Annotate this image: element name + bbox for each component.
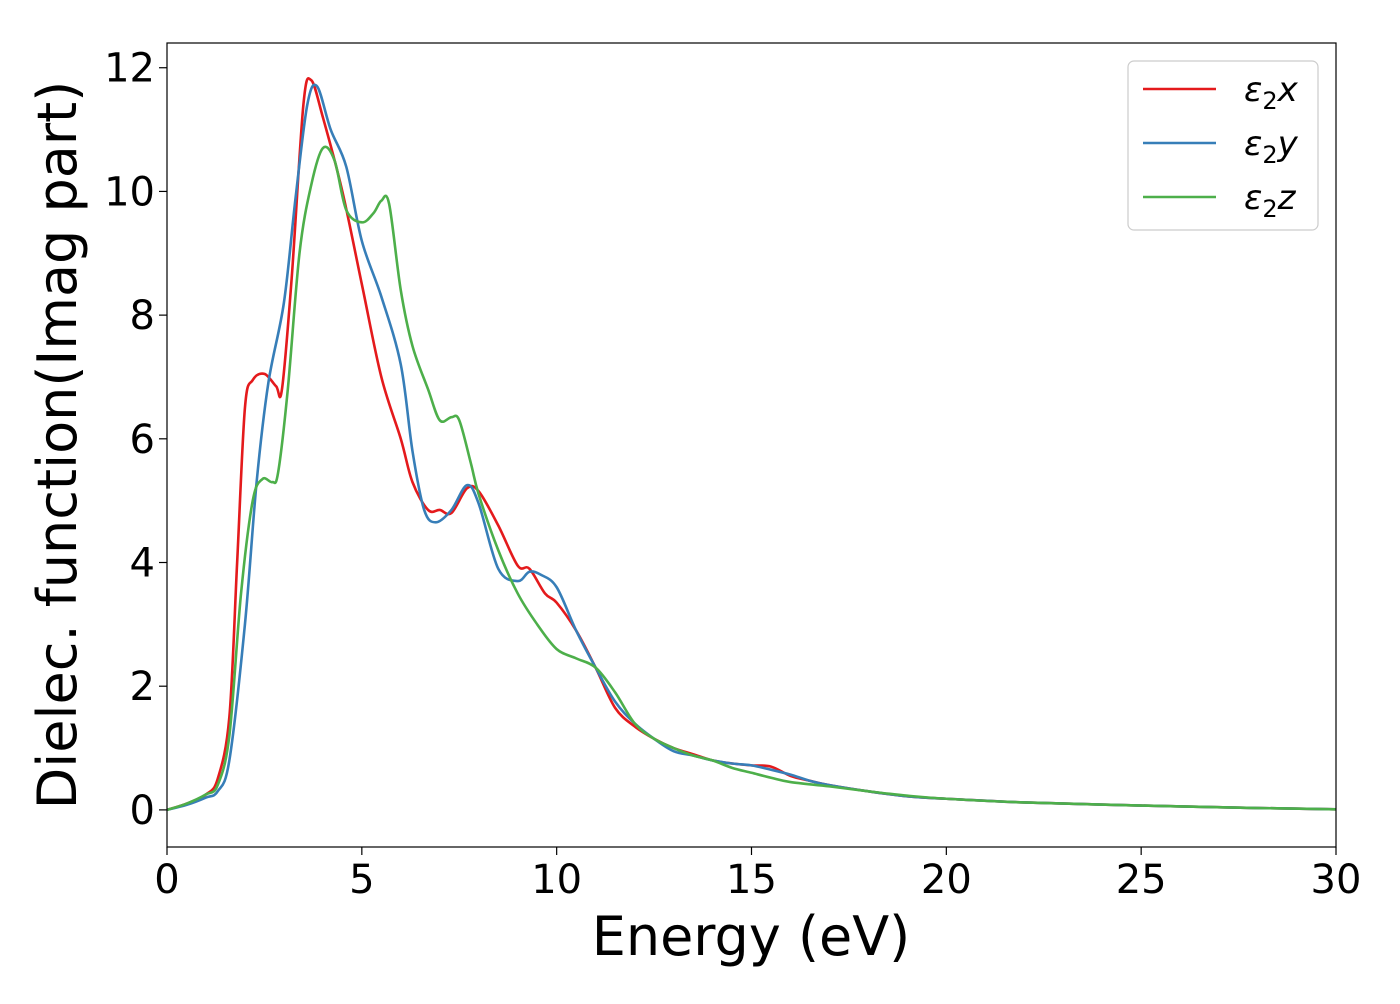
series-layer <box>167 77 1336 812</box>
x-tick-label: 5 <box>349 857 374 903</box>
x-tick-label: 15 <box>726 857 777 903</box>
x-tick-label: 20 <box>921 857 972 903</box>
x-tick-label: 25 <box>1116 857 1167 903</box>
y-tick-label: 6 <box>130 417 155 463</box>
y-tick-label: 4 <box>130 541 155 587</box>
legend-label-y: ε2y <box>1244 124 1299 169</box>
x-tick-label: 0 <box>154 857 179 903</box>
y-tick-label: 2 <box>130 664 155 710</box>
legend-label-z: ε2z <box>1244 178 1297 223</box>
y-tick-label: 10 <box>104 169 155 215</box>
legend-box <box>1127 60 1319 231</box>
x-tick-label: 30 <box>1311 857 1362 903</box>
series-line-z <box>167 145 1336 812</box>
series-line-y <box>167 83 1336 812</box>
x-axis-ticks: 0 5 10 15 20 25 30 <box>154 847 1361 903</box>
y-tick-label: 8 <box>130 293 155 339</box>
x-axis-label: Energy (eV) <box>592 905 911 968</box>
y-tick-label: 0 <box>130 788 155 834</box>
y-tick-label: 12 <box>104 46 155 92</box>
y-axis-label: Dielec. function(Imag part) <box>26 81 89 810</box>
legend-label-x: ε2x <box>1244 70 1299 115</box>
legend: ε2x ε2y ε2z <box>1127 60 1319 231</box>
x-tick-label: 10 <box>531 857 582 903</box>
y-axis-ticks: 0 2 4 6 8 10 12 <box>104 46 167 834</box>
